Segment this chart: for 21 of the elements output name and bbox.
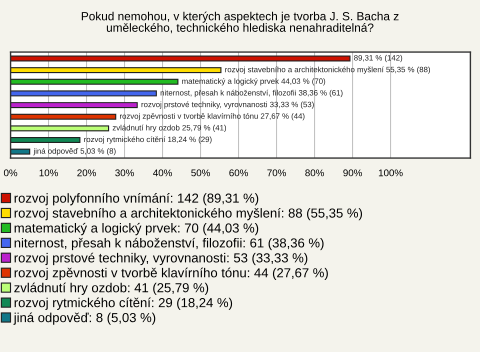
- x-tick-label: 70%: [267, 169, 286, 176]
- x-tick-label: 60%: [229, 169, 248, 176]
- x-tick-label: 50%: [191, 169, 210, 176]
- legend-label: rozvoj prstové techniky, vyrovnanosti: 53 (33,33 %): [14, 252, 308, 266]
- legend-label: matematický a logický prvek: 70 (44,03 %): [14, 222, 258, 236]
- legend-label: rozvoj zpěvnosti v tvorbě klavírního tónu: 44 (27,67 %): [14, 268, 328, 280]
- x-tick-label: 80%: [305, 169, 324, 176]
- x-tick-label: 40%: [153, 169, 172, 176]
- legend-label: zvládnutí hry ozdob: 41 (25,79 %): [14, 282, 208, 295]
- legend-label: rozvoj stavebního a architektonického myšlení: 88 (55,35 %): [14, 208, 362, 220]
- x-tick-label: 90%: [343, 169, 362, 176]
- x-tick-label: 100%: [378, 169, 403, 176]
- legend-label: jiná odpověď: 8 (5,03 %): [13, 312, 156, 325]
- x-tick-label: 20%: [77, 169, 96, 176]
- legend-label: rozvoj polyfonního vnímání: 142 (89,31 %): [14, 193, 258, 206]
- x-tick-label: 30%: [115, 169, 134, 176]
- legend-label: niternost, přesah k náboženství, filozofii: 61 (38,36 %): [14, 238, 324, 250]
- legend-label: rozvoj rytmického cítění: 29 (18,24 %): [14, 298, 232, 310]
- chart-title: Pokud nemohou, v kterých aspektech je tvorba J. S. Bacha z uměleckého, technického hlediska nenahraditelná?: [82, 12, 399, 34]
- x-tick-label: 10%: [40, 169, 58, 176]
- x-tick-label: 0%: [4, 169, 18, 176]
